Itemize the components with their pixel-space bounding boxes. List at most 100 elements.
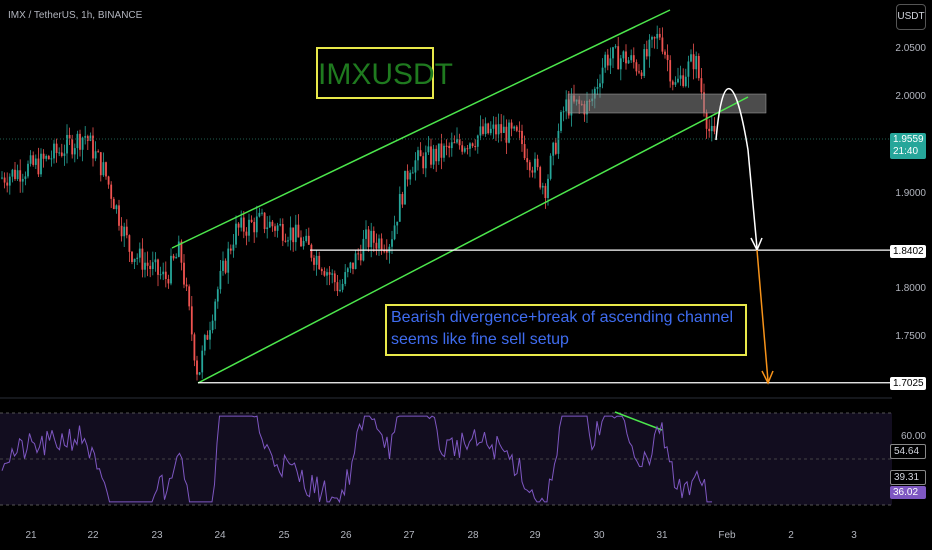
candle-body [235, 223, 237, 245]
candle-body [357, 253, 360, 255]
time-tick: 2 [788, 530, 794, 541]
candle-body [383, 250, 386, 252]
candle-body [474, 146, 477, 148]
candle-body [593, 88, 596, 99]
candle-body [469, 143, 471, 149]
candle-body [463, 148, 466, 152]
candle-body [159, 274, 162, 276]
candle-body [443, 145, 445, 158]
candle-body [684, 76, 687, 87]
candle-body [552, 142, 555, 156]
time-tick: Feb [718, 530, 736, 541]
candle-body [409, 172, 412, 180]
candle-body [214, 301, 217, 321]
candle-body [266, 227, 269, 230]
candle-body [245, 231, 248, 236]
candle-body [175, 256, 178, 259]
target1-badge: 1.8402 [890, 245, 926, 258]
candle-body [307, 235, 310, 245]
candle-body [300, 237, 302, 247]
rsi-badge-c: 36.02 [890, 486, 926, 499]
time-tick: 23 [151, 530, 163, 541]
candle-body [118, 205, 120, 226]
time-tick: 30 [593, 530, 605, 541]
candle-body [162, 271, 165, 275]
time-tick: 31 [656, 530, 668, 541]
candle-body [435, 148, 438, 162]
currency-button[interactable]: USDT [896, 4, 926, 30]
candle-body [203, 335, 206, 351]
candle-body [3, 177, 6, 183]
candle-body [224, 260, 227, 273]
candle-body [635, 62, 638, 72]
candle-body [609, 58, 612, 66]
candle-body [502, 126, 505, 133]
candle-body [697, 56, 700, 79]
price-tick: 2.0000 [895, 91, 926, 102]
candle-body [222, 260, 224, 271]
candle-body [523, 144, 526, 159]
candle-body [565, 99, 568, 112]
candle-body [279, 224, 282, 226]
candle-body [666, 54, 669, 61]
candle-body [700, 78, 703, 93]
candle-body [201, 350, 204, 373]
candle-body [336, 282, 339, 291]
candle-body [677, 78, 679, 83]
candle-body [68, 134, 71, 139]
candle-body [274, 226, 276, 231]
candle-body [437, 143, 440, 162]
candle-body [419, 150, 422, 157]
candle-body [632, 55, 635, 63]
candle-body [630, 55, 633, 61]
candle-body [596, 87, 599, 89]
candle-body [227, 248, 230, 273]
candle-body [154, 259, 157, 263]
candle-body [71, 138, 74, 155]
candle-body [619, 58, 622, 70]
candle-body [599, 83, 601, 88]
candle-body [255, 216, 258, 233]
candle-body [411, 172, 414, 174]
candle-body [242, 217, 245, 232]
candle-body [378, 238, 380, 249]
candle-body [172, 255, 175, 259]
candle-body [645, 49, 648, 57]
candle-body [86, 136, 89, 141]
candle-body [669, 60, 672, 82]
candle-body [188, 286, 191, 307]
candle-body [209, 330, 211, 340]
candle-body [133, 258, 136, 262]
candle-body [539, 167, 542, 188]
target-arrowhead [761, 370, 774, 385]
ticker-box: IMXUSDT [316, 47, 453, 99]
candle-body [604, 54, 607, 68]
candle-body [705, 112, 708, 129]
candle-body [326, 272, 328, 276]
candle-body [92, 135, 94, 159]
candle-body [710, 125, 713, 132]
candle-body [445, 145, 448, 147]
candle-body [185, 284, 188, 287]
candle-body [427, 146, 430, 153]
candle-body [385, 250, 388, 253]
candle-body [310, 244, 313, 258]
candle-body [479, 126, 482, 136]
candle-body [484, 123, 487, 134]
candle-body [440, 143, 443, 158]
candle-body [518, 130, 521, 132]
candle-body [406, 170, 409, 180]
candle-body [456, 138, 458, 143]
candle-body [97, 151, 100, 153]
candle-body [89, 135, 92, 141]
candle-body [105, 162, 107, 177]
candle-body [414, 160, 417, 173]
candle-body [219, 270, 222, 290]
candle-body [352, 262, 354, 269]
candle-body [695, 56, 698, 70]
candle-body [50, 158, 53, 160]
candle-body [151, 262, 154, 270]
candle-body [627, 60, 630, 64]
candle-body [692, 54, 695, 70]
